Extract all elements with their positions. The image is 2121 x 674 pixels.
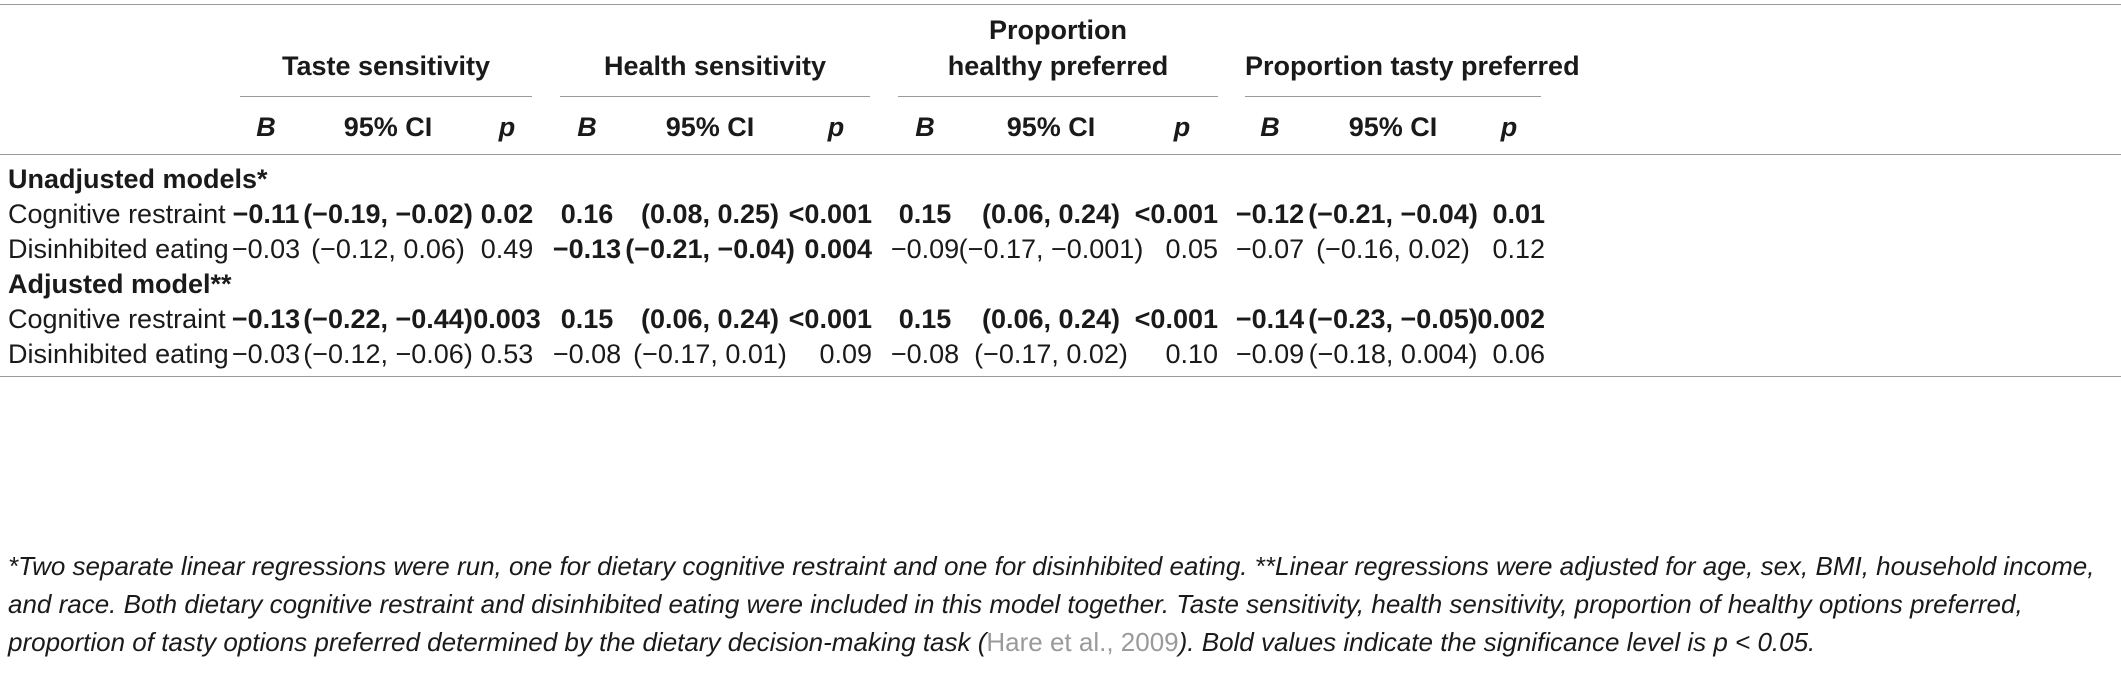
cell-p: <0.001: [1134, 304, 1218, 334]
cell-ci: (−0.12, −0.06): [303, 339, 473, 369]
footnote-text-part1: *Two separate linear regressions were ru…: [8, 551, 2095, 657]
row-label: Disinhibited eating: [8, 339, 229, 369]
cell-ci: (−0.22, −0.44): [303, 304, 473, 334]
cell-b: 0.15: [898, 304, 952, 334]
cell-ci: (−0.18, 0.004): [1308, 339, 1478, 369]
cell-ci: (−0.17, 0.01): [633, 339, 787, 369]
cell-p: 0.01: [1492, 199, 1545, 229]
header-bottom-rule: [0, 154, 2121, 155]
subheader-p-taste: p: [498, 112, 516, 142]
section-title: Unadjusted models*: [8, 164, 268, 194]
cell-p: 0.09: [819, 339, 872, 369]
cell-p: 0.02: [480, 199, 534, 229]
footnote-reference-link[interactable]: Hare et al., 2009: [986, 627, 1179, 657]
subheader-ci-taste: 95% CI: [343, 112, 433, 142]
group-header-healthy-l1: Proportion: [989, 15, 1127, 45]
cell-b: −0.09: [890, 234, 960, 264]
section-title: Adjusted model**: [8, 269, 232, 299]
cell-ci: (0.06, 0.24): [981, 304, 1121, 334]
cell-b: −0.08: [890, 339, 960, 369]
cell-ci: (−0.23, −0.05): [1308, 304, 1478, 334]
cell-ci: (−0.21, −0.04): [1308, 199, 1478, 229]
top-rule: [0, 4, 2121, 5]
subheader-p-tasty: p: [1500, 112, 1518, 142]
group-rule-tasty: [1245, 96, 1541, 97]
cell-ci: (−0.21, −0.04): [625, 234, 795, 264]
cell-ci: (−0.19, −0.02): [303, 199, 473, 229]
subheader-ci-health: 95% CI: [665, 112, 755, 142]
body-bottom-rule: [0, 376, 2121, 377]
subheader-b-taste: B: [256, 112, 276, 142]
cell-p: 0.12: [1492, 234, 1545, 264]
group-rule-healthy: [898, 96, 1218, 97]
cell-b: 0.16: [560, 199, 614, 229]
cell-p: 0.10: [1165, 339, 1218, 369]
cell-ci: (−0.16, 0.02): [1316, 234, 1470, 264]
cell-p: 0.004: [804, 234, 872, 264]
cell-b: −0.14: [1235, 304, 1305, 334]
cell-b: −0.03: [231, 339, 301, 369]
subheader-ci-healthy: 95% CI: [1006, 112, 1096, 142]
row-label: Disinhibited eating: [8, 234, 229, 264]
cell-p: 0.002: [1477, 304, 1545, 334]
group-rule-taste: [240, 96, 532, 97]
cell-b: −0.07: [1235, 234, 1305, 264]
cell-b: 0.15: [560, 304, 614, 334]
cell-ci: (−0.17, 0.02): [974, 339, 1128, 369]
group-header-tasty: Proportion tasty preferred: [1245, 51, 1580, 81]
group-rule-health: [560, 96, 870, 97]
group-header-health: Health sensitivity: [603, 51, 827, 81]
cell-b: −0.09: [1235, 339, 1305, 369]
cell-ci: (0.08, 0.25): [640, 199, 780, 229]
cell-ci: (−0.17, −0.001): [958, 234, 1144, 264]
cell-b: −0.03: [231, 234, 301, 264]
subheader-ci-tasty: 95% CI: [1348, 112, 1438, 142]
cell-p: 0.49: [480, 234, 534, 264]
cell-p: 0.53: [480, 339, 534, 369]
footnote-text-part2: ). Bold values indicate the significance…: [1178, 627, 1816, 657]
cell-b: −0.08: [552, 339, 622, 369]
table-footnote: *Two separate linear regressions were ru…: [8, 547, 2112, 661]
cell-ci: (0.06, 0.24): [640, 304, 780, 334]
row-label: Cognitive restraint: [8, 199, 226, 229]
cell-p: <0.001: [788, 304, 872, 334]
group-header-taste: Taste sensitivity: [281, 51, 491, 81]
subheader-b-healthy: B: [915, 112, 935, 142]
subheader-b-health: B: [577, 112, 597, 142]
cell-p: <0.001: [1134, 199, 1218, 229]
cell-ci: (−0.12, 0.06): [311, 234, 465, 264]
subheader-b-tasty: B: [1260, 112, 1280, 142]
cell-p: 0.05: [1165, 234, 1218, 264]
cell-b: −0.13: [231, 304, 301, 334]
cell-b: 0.15: [898, 199, 952, 229]
cell-p: 0.003: [473, 304, 541, 334]
cell-b: −0.11: [232, 199, 300, 229]
subheader-p-health: p: [827, 112, 845, 142]
cell-b: −0.13: [552, 234, 622, 264]
subheader-p-healthy: p: [1173, 112, 1191, 142]
cell-p: 0.06: [1492, 339, 1545, 369]
cell-p: <0.001: [788, 199, 872, 229]
row-label: Cognitive restraint: [8, 304, 226, 334]
cell-ci: (0.06, 0.24): [981, 199, 1121, 229]
cell-b: −0.12: [1235, 199, 1305, 229]
group-header-healthy-l2: healthy preferred: [947, 51, 1169, 81]
